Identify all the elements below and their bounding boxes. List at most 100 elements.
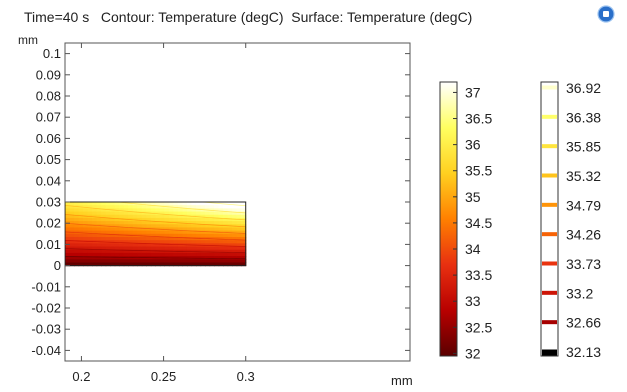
surface-cell [101,252,107,257]
surface-cell [200,208,206,213]
y-tick-label: 0.08 [36,89,61,104]
surface-cell [155,252,161,257]
surface-cell [69,221,75,225]
y-tick-label: 0 [54,258,61,273]
surface-cell [137,208,143,213]
surface-cell [209,224,215,229]
surface-cell [182,259,188,264]
surface-cell [155,249,161,254]
surface-cell [96,224,102,229]
contour-legend-swatch [542,261,557,266]
surface-cell [164,211,170,216]
contour-level-label: 32.66 [566,315,601,331]
surface-cell [69,262,75,267]
surface-cell [214,230,220,235]
surface-cell [177,243,184,248]
surface-cell [65,249,71,254]
surface-cell [92,224,98,229]
colorbar-tick-label: 36.5 [465,111,492,127]
surface-cell [159,208,165,213]
surface-cell [119,224,125,229]
surface-cell [214,252,220,257]
surface-cell [101,256,107,260]
surface-cell [141,217,147,222]
surface-cell [83,249,89,254]
surface-cell [214,259,220,264]
y-tick-label: -0.01 [31,279,61,294]
surface-cell [74,208,80,213]
surface-cell [141,224,147,229]
surface-cell [205,256,211,260]
surface-cell [209,211,215,216]
surface-cell [200,224,206,229]
surface-cell [164,262,170,267]
surface-cell [65,262,71,267]
surface-cell [155,224,161,229]
surface-cell [132,256,138,260]
x-tick-label: 0.25 [151,369,176,384]
surface-cell [159,230,165,235]
surface-cell [119,217,125,222]
surface-cell [78,233,84,238]
surface-cell [132,221,138,225]
surface-cell [200,221,206,225]
surface-cell [69,227,75,232]
surface-cell [119,214,125,219]
surface-cell [150,208,156,213]
surface-cell [92,230,98,235]
surface-cell [182,252,188,257]
colorbar-tick-label: 36 [465,137,481,153]
surface-cell [146,202,152,206]
surface-cell [209,240,215,244]
surface-cell [173,230,179,235]
contour-line [65,214,246,228]
comsol-logo-icon[interactable] [597,5,615,23]
surface-cell [101,230,107,235]
surface-cell [87,249,93,254]
surface-colorbar [439,81,458,357]
contour-level-label: 33.2 [566,285,593,301]
y-tick-label: 0.01 [36,237,61,252]
surface-cell [177,259,184,264]
surface-cell [69,233,75,238]
surface-cell [177,205,184,209]
surface-cell [65,252,71,257]
surface-cell [227,221,233,225]
surface-cell [78,227,84,232]
surface-cell [218,227,224,232]
surface-cell [236,214,242,219]
x-tick-label: 0.2 [72,369,90,384]
surface-cell [173,214,179,219]
surface-cell [227,211,233,216]
surface-cell [168,240,175,244]
surface-cell [132,224,138,229]
y-tick-label: 0.05 [36,152,61,167]
surface-cell [168,252,175,257]
surface-cell [164,208,170,213]
surface-cell [105,249,111,254]
surface-cell [232,214,238,219]
surface-cell [146,217,152,222]
surface-cell [173,227,179,232]
surface-cell [65,240,71,244]
colorbar-tick-label: 32 [465,345,481,361]
surface-cell [218,221,224,225]
surface-cell [96,256,102,260]
surface-cell [92,221,98,225]
surface-cell [150,246,156,251]
surface-cell [146,233,152,238]
surface-cell [96,208,102,213]
surface-cell [92,236,98,241]
contour-legend-box [540,81,559,357]
surface-cell [223,205,229,209]
surface-cell [205,211,211,216]
contour-line [65,231,246,241]
surface-cell [168,233,175,238]
surface-cell [132,259,138,264]
surface-cell [128,202,134,206]
surface-cell [177,214,184,219]
surface-cell [87,259,93,264]
surface-cell [155,262,161,267]
surface-cell [182,227,188,232]
